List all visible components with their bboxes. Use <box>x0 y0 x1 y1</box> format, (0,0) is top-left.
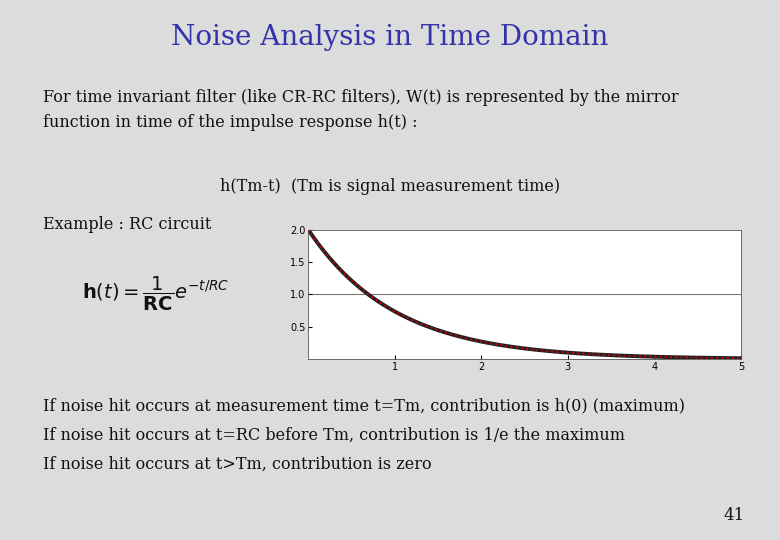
Text: If noise hit occurs at t>Tm, contribution is zero: If noise hit occurs at t>Tm, contributio… <box>43 456 431 473</box>
Text: Example : RC circuit: Example : RC circuit <box>43 216 211 233</box>
Text: h(Tm-t)  (Tm is signal measurement time): h(Tm-t) (Tm is signal measurement time) <box>220 178 560 195</box>
Text: If noise hit occurs at measurement time t=Tm, contribution is h(0) (maximum): If noise hit occurs at measurement time … <box>43 397 685 414</box>
Text: Noise Analysis in Time Domain: Noise Analysis in Time Domain <box>172 24 608 51</box>
Text: If noise hit occurs at t=RC before Tm, contribution is 1/e the maximum: If noise hit occurs at t=RC before Tm, c… <box>43 427 625 443</box>
Text: For time invariant filter (like CR-RC filters), W(t) is represented by the mirro: For time invariant filter (like CR-RC fi… <box>43 89 679 131</box>
Text: 41: 41 <box>724 507 745 524</box>
Text: $\mathbf{h}(t) = \dfrac{1}{\mathbf{RC}}e^{-t/RC}$: $\mathbf{h}(t) = \dfrac{1}{\mathbf{RC}}e… <box>83 275 229 313</box>
